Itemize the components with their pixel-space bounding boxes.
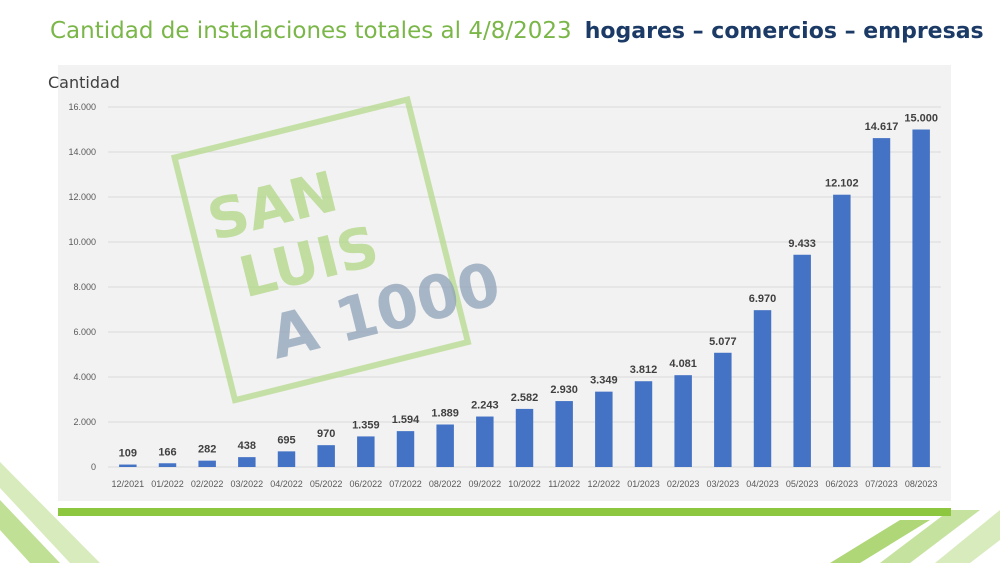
title-emphasis: hogares – comercios – empresas xyxy=(584,19,984,44)
x-tick-label: 12/2021 xyxy=(112,479,145,489)
value-labels: 109 166 282 438 695 970 1.359 1.594 1.889 2.243 2.… xyxy=(119,113,938,460)
y-tick-label: 0 xyxy=(91,462,96,472)
y-tick-labels: 0 2.000 4.000 6.000 8.000 10.000 12.000 14.000 1… xyxy=(68,102,96,472)
y-tick-label: 10.000 xyxy=(68,237,96,247)
data-label: 166 xyxy=(158,446,176,458)
data-label: 3.812 xyxy=(630,364,658,376)
x-tick-label: 03/2022 xyxy=(231,479,264,489)
x-tick-label: 01/2022 xyxy=(151,479,184,489)
x-tick-label: 07/2022 xyxy=(389,479,422,489)
data-label: 282 xyxy=(198,444,216,456)
bar xyxy=(158,463,177,467)
bar xyxy=(476,416,494,467)
bottom-left-stripe xyxy=(0,500,60,563)
stamp-frame xyxy=(170,95,472,404)
data-label: 1.594 xyxy=(392,414,420,426)
data-label: 5.077 xyxy=(709,336,737,348)
x-tick-label: 02/2022 xyxy=(191,479,224,489)
bottom-right-stripe-3 xyxy=(935,510,1000,563)
bar xyxy=(317,445,335,467)
bar xyxy=(634,381,653,467)
y-tick-label: 12.000 xyxy=(68,192,96,202)
bar xyxy=(912,129,930,467)
bars xyxy=(119,129,930,467)
y-tick-label: 4.000 xyxy=(73,372,96,382)
bar xyxy=(515,408,534,467)
data-label: 4.081 xyxy=(669,358,697,370)
bar xyxy=(555,401,573,467)
page-title: Cantidad de instalaciones totales al 4/8… xyxy=(50,18,984,44)
bar xyxy=(357,436,375,467)
x-tick-label: 04/2022 xyxy=(270,479,303,489)
bar xyxy=(674,375,692,467)
data-label: 6.970 xyxy=(749,293,777,305)
x-tick-labels: 12/2021 01/2022 02/2022 03/2022 04/2022 05/20… xyxy=(112,479,938,489)
data-label: 14.617 xyxy=(865,121,899,133)
data-label: 2.582 xyxy=(511,392,539,404)
data-label: 2.930 xyxy=(550,384,578,396)
data-label: 109 xyxy=(119,448,137,460)
x-tick-label: 01/2023 xyxy=(627,479,660,489)
bottom-left-stripe-light xyxy=(0,462,100,563)
data-label: 15.000 xyxy=(904,113,938,125)
data-label: 970 xyxy=(317,428,335,440)
x-tick-label: 07/2023 xyxy=(865,479,898,489)
y-tick-label: 6.000 xyxy=(73,327,96,337)
x-tick-label: 04/2023 xyxy=(746,479,779,489)
y-tick-label: 2.000 xyxy=(73,417,96,427)
x-tick-label: 10/2022 xyxy=(508,479,541,489)
x-tick-label: 06/2023 xyxy=(826,479,859,489)
x-tick-label: 02/2023 xyxy=(667,479,700,489)
x-tick-label: 03/2023 xyxy=(707,479,740,489)
bar xyxy=(198,460,216,467)
title-main: Cantidad de instalaciones totales al 4/8… xyxy=(50,18,572,44)
bar xyxy=(872,138,891,467)
bar xyxy=(396,431,415,467)
bar xyxy=(238,457,256,467)
data-label: 12.102 xyxy=(825,178,859,190)
bottom-right-stripe-2 xyxy=(880,510,980,563)
bar xyxy=(714,352,732,467)
x-tick-label: 08/2023 xyxy=(905,479,938,489)
x-tick-label: 12/2022 xyxy=(588,479,621,489)
bar xyxy=(793,254,811,467)
x-tick-label: 11/2022 xyxy=(548,479,580,489)
data-label: 9.433 xyxy=(788,238,816,250)
x-tick-label: 05/2023 xyxy=(786,479,819,489)
x-tick-label: 08/2022 xyxy=(429,479,462,489)
bar xyxy=(119,464,137,467)
y-tick-label: 8.000 xyxy=(73,282,96,292)
bar xyxy=(436,424,454,467)
data-label: 1.359 xyxy=(352,419,380,431)
x-tick-label: 05/2022 xyxy=(310,479,343,489)
bar xyxy=(595,391,613,467)
bottom-right-stripe-1 xyxy=(830,520,930,563)
bar xyxy=(753,310,772,467)
bar xyxy=(833,194,851,467)
data-label: 3.349 xyxy=(590,375,618,387)
x-tick-label: 09/2022 xyxy=(469,479,502,489)
data-label: 1.889 xyxy=(431,407,459,419)
bottom-green-bar xyxy=(58,508,951,516)
x-tick-label: 06/2022 xyxy=(350,479,383,489)
data-label: 695 xyxy=(277,434,295,446)
data-label: 438 xyxy=(238,440,256,452)
y-axis-label: Cantidad xyxy=(48,73,120,92)
bar xyxy=(277,451,296,467)
y-tick-label: 16.000 xyxy=(68,102,96,112)
data-label: 2.243 xyxy=(471,400,499,412)
y-tick-label: 14.000 xyxy=(68,147,96,157)
bar-chart: 0 2.000 4.000 6.000 8.000 10.000 12.000 14.000 1… xyxy=(68,102,941,489)
